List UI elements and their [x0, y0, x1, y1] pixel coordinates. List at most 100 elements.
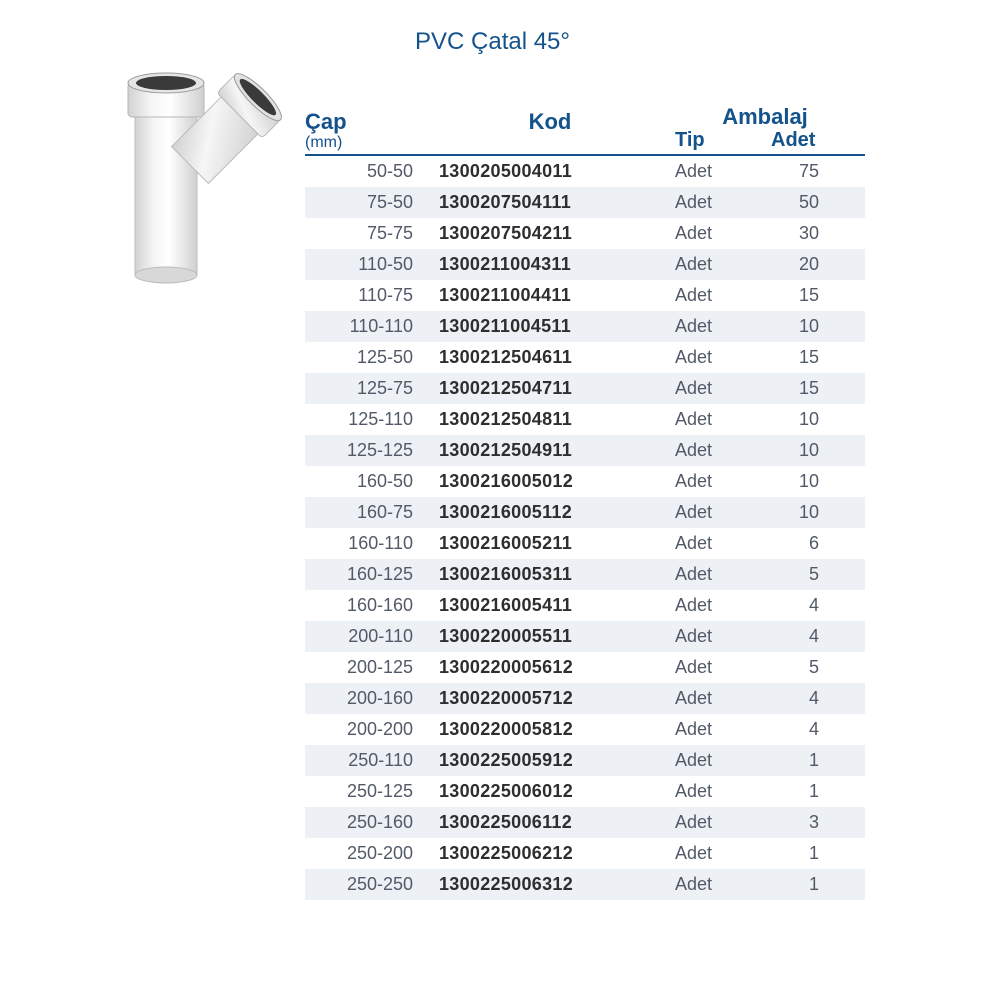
cell-adet: 10: [755, 502, 865, 523]
table-row: 160-1601300216005411Adet4: [305, 590, 865, 621]
cell-adet: 1: [755, 874, 865, 895]
cell-adet: 4: [755, 626, 865, 647]
table-row: 200-1101300220005511Adet4: [305, 621, 865, 652]
cell-tip: Adet: [665, 750, 755, 771]
table-row: 110-751300211004411Adet15: [305, 280, 865, 311]
product-image: [90, 65, 290, 295]
cell-kod: 1300220005812: [435, 719, 665, 740]
table-row: 110-501300211004311Adet20: [305, 249, 865, 280]
cell-tip: Adet: [665, 564, 755, 585]
spec-table: Çap (mm) Kod Ambalaj Tip Adet 50-5013002…: [305, 105, 865, 900]
cell-tip: Adet: [665, 471, 755, 492]
cell-tip: Adet: [665, 316, 755, 337]
cell-tip: Adet: [665, 843, 755, 864]
cell-kod: 1300211004311: [435, 254, 665, 275]
cell-tip: Adet: [665, 719, 755, 740]
cell-adet: 15: [755, 285, 865, 306]
cell-kod: 1300207504111: [435, 192, 665, 213]
cell-cap: 160-160: [305, 595, 435, 616]
cell-cap: 200-200: [305, 719, 435, 740]
cell-adet: 50: [755, 192, 865, 213]
table-row: 200-2001300220005812Adet4: [305, 714, 865, 745]
cell-cap: 250-125: [305, 781, 435, 802]
cell-kod: 1300220005612: [435, 657, 665, 678]
cell-adet: 10: [755, 316, 865, 337]
table-row: 125-501300212504611Adet15: [305, 342, 865, 373]
table-body: 50-501300205004011Adet7575-5013002075041…: [305, 156, 865, 900]
table-row: 250-1601300225006112Adet3: [305, 807, 865, 838]
cell-cap: 250-200: [305, 843, 435, 864]
cell-kod: 1300212504711: [435, 378, 665, 399]
header-cap-unit: (mm): [305, 134, 435, 152]
cell-cap: 250-110: [305, 750, 435, 771]
table-row: 250-2501300225006312Adet1: [305, 869, 865, 900]
cell-adet: 15: [755, 347, 865, 368]
cell-adet: 1: [755, 750, 865, 771]
table-row: 160-751300216005112Adet10: [305, 497, 865, 528]
table-row: 110-1101300211004511Adet10: [305, 311, 865, 342]
cell-adet: 20: [755, 254, 865, 275]
cell-cap: 125-75: [305, 378, 435, 399]
cell-cap: 75-75: [305, 223, 435, 244]
cell-cap: 160-75: [305, 502, 435, 523]
table-row: 160-501300216005012Adet10: [305, 466, 865, 497]
cell-adet: 4: [755, 688, 865, 709]
table-row: 250-2001300225006212Adet1: [305, 838, 865, 869]
cell-kod: 1300212504811: [435, 409, 665, 430]
header-kod: Kod: [435, 110, 665, 134]
cell-cap: 200-110: [305, 626, 435, 647]
cell-adet: 30: [755, 223, 865, 244]
table-row: 160-1101300216005211Adet6: [305, 528, 865, 559]
table-row: 250-1101300225005912Adet1: [305, 745, 865, 776]
cell-tip: Adet: [665, 874, 755, 895]
cell-tip: Adet: [665, 626, 755, 647]
cell-tip: Adet: [665, 657, 755, 678]
table-row: 200-1601300220005712Adet4: [305, 683, 865, 714]
table-header: Çap (mm) Kod Ambalaj Tip Adet: [305, 105, 865, 156]
cell-kod: 1300220005712: [435, 688, 665, 709]
cell-tip: Adet: [665, 688, 755, 709]
cell-kod: 1300205004011: [435, 161, 665, 182]
header-ambalaj: Ambalaj: [665, 105, 865, 129]
cell-tip: Adet: [665, 378, 755, 399]
cell-kod: 1300212504611: [435, 347, 665, 368]
cell-kod: 1300212504911: [435, 440, 665, 461]
cell-cap: 200-125: [305, 657, 435, 678]
cell-tip: Adet: [665, 223, 755, 244]
cell-cap: 250-160: [305, 812, 435, 833]
cell-adet: 1: [755, 781, 865, 802]
cell-kod: 1300225006312: [435, 874, 665, 895]
cell-kod: 1300207504211: [435, 223, 665, 244]
cell-cap: 160-125: [305, 564, 435, 585]
cell-tip: Adet: [665, 254, 755, 275]
cell-adet: 6: [755, 533, 865, 554]
cell-kod: 1300216005311: [435, 564, 665, 585]
cell-tip: Adet: [665, 595, 755, 616]
cell-tip: Adet: [665, 812, 755, 833]
cell-tip: Adet: [665, 781, 755, 802]
table-row: 125-1101300212504811Adet10: [305, 404, 865, 435]
cell-adet: 10: [755, 409, 865, 430]
cell-kod: 1300225006112: [435, 812, 665, 833]
cell-adet: 4: [755, 595, 865, 616]
cell-tip: Adet: [665, 502, 755, 523]
header-tip: Tip: [665, 129, 755, 152]
cell-cap: 250-250: [305, 874, 435, 895]
table-row: 200-1251300220005612Adet5: [305, 652, 865, 683]
table-row: 75-501300207504111Adet50: [305, 187, 865, 218]
cell-adet: 10: [755, 440, 865, 461]
cell-kod: 1300216005112: [435, 502, 665, 523]
cell-cap: 50-50: [305, 161, 435, 182]
cell-cap: 125-125: [305, 440, 435, 461]
cell-kod: 1300216005411: [435, 595, 665, 616]
cell-kod: 1300225005912: [435, 750, 665, 771]
table-row: 250-1251300225006012Adet1: [305, 776, 865, 807]
cell-cap: 75-50: [305, 192, 435, 213]
cell-cap: 160-50: [305, 471, 435, 492]
cell-kod: 1300220005511: [435, 626, 665, 647]
table-row: 160-1251300216005311Adet5: [305, 559, 865, 590]
table-row: 125-1251300212504911Adet10: [305, 435, 865, 466]
header-adet: Adet: [755, 129, 865, 152]
cell-tip: Adet: [665, 440, 755, 461]
table-row: 75-751300207504211Adet30: [305, 218, 865, 249]
